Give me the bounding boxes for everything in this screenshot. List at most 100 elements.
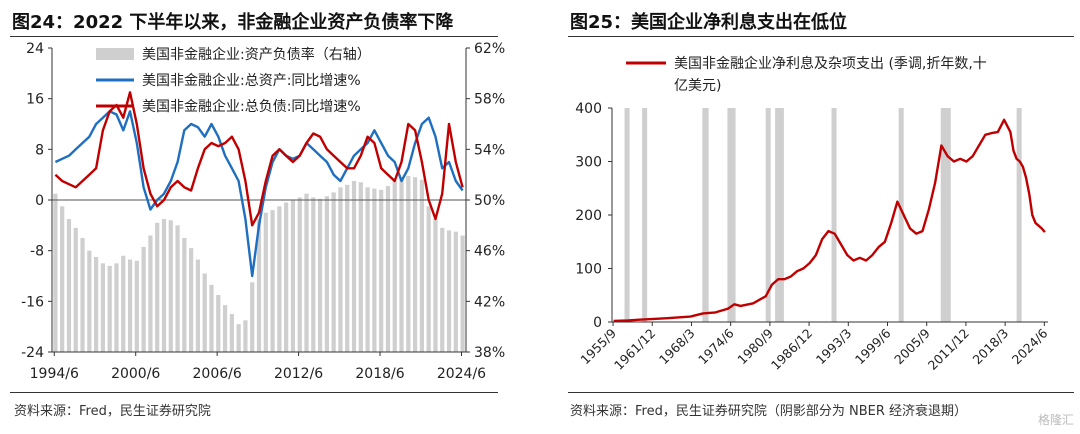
left-panel: 图24：2022 下半年以来，非金融企业资产负债率下降 -24 -16 -8 0 8 16… — [10, 12, 505, 419]
bar-leverage-ratio — [338, 187, 343, 352]
bar-leverage-ratio — [202, 273, 207, 352]
y-right-tick-label: 38% — [474, 345, 505, 361]
y-left-tick-label: -24 — [21, 345, 44, 361]
bar-leverage-ratio — [379, 189, 384, 352]
bar-leverage-ratio — [53, 193, 58, 352]
bar-leverage-ratio — [148, 235, 153, 352]
bar-leverage-ratio — [195, 259, 201, 352]
bar-leverage-ratio — [263, 212, 268, 352]
x-tick-label: 2024/6 — [1009, 325, 1051, 367]
bar-leverage-ratio — [222, 305, 228, 352]
bar-leverage-ratio — [229, 314, 234, 352]
bar-leverage-ratio — [358, 182, 363, 352]
bar-leverage-ratio — [182, 238, 187, 352]
bar-leverage-ratio — [324, 196, 329, 352]
recession-band — [1016, 108, 1022, 322]
y-left-tick-label: 8 — [35, 142, 44, 158]
bar-leverage-ratio — [317, 198, 323, 352]
bar-leverage-ratio — [345, 184, 350, 352]
y-right-tick-label: 54% — [474, 142, 505, 158]
right-panel: 图25：美国企业净利息支出在低位 0 100 200 300 400 1955/9 1961… — [540, 0, 1080, 434]
recession-band — [775, 108, 784, 322]
legend-label-liabilities: 美国非金融企业:总负债:同比增速% — [142, 98, 361, 115]
y-tick-label: 400 — [575, 101, 602, 117]
x-tick-label: 1961/12 — [611, 326, 658, 373]
y-left-tick-label: -16 — [21, 294, 44, 310]
bar-leverage-ratio — [297, 197, 302, 352]
legend-swatch-leverage — [96, 48, 134, 60]
bar-leverage-ratio — [460, 235, 465, 352]
bar-leverage-ratio — [331, 192, 336, 352]
bar-leverage-ratio — [440, 227, 445, 352]
x-tick-label: 2012/6 — [274, 366, 323, 382]
bar-leverage-ratio — [270, 210, 275, 352]
legend-label-assets: 美国非金融企业:总资产:同比增速% — [142, 72, 361, 89]
x-tick-label: 2006/6 — [193, 366, 242, 382]
right-source-rule — [568, 392, 1074, 393]
x-tick-label: 2018/6 — [355, 366, 404, 382]
recession-band — [702, 108, 709, 322]
bar-leverage-ratio — [453, 231, 458, 352]
y-tick-label: 100 — [575, 262, 602, 278]
bar-leverage-ratio — [87, 250, 92, 352]
bar-leverage-ratio — [66, 219, 72, 352]
bar-leverage-ratio — [107, 265, 112, 352]
bar-leverage-ratio — [399, 177, 404, 352]
bar-leverage-ratio — [155, 222, 160, 352]
series-line-total-liabilities — [54, 91, 464, 227]
recession-band — [898, 108, 904, 322]
bar-leverage-ratio — [168, 220, 173, 352]
y-left-tick-label: 16 — [26, 92, 44, 108]
left-title-rule — [10, 36, 498, 37]
bar-leverage-ratio — [100, 263, 106, 352]
x-tick-label: 1993/3 — [813, 326, 855, 368]
left-source-note: 资料来源：Fred，民生证券研究院 — [14, 404, 211, 419]
bar-leverage-ratio — [446, 230, 452, 352]
bar-leverage-ratio — [209, 284, 214, 352]
bar-leverage-ratio — [121, 255, 126, 352]
bar-leverage-ratio — [134, 260, 139, 352]
y-right-tick-label: 58% — [474, 92, 505, 108]
right-chart-title: 图25：美国企业净利息支出在低位 — [570, 12, 848, 33]
bar-leverage-ratio — [372, 188, 377, 352]
right-title-rule — [568, 36, 1074, 37]
x-tick-label: 1994/6 — [30, 366, 79, 382]
bar-leverage-ratio — [141, 246, 146, 352]
legend-label-net-interest: 美国非金融企业净利息及杂项支出 (季调,折年数,十亿美元) — [674, 55, 987, 94]
x-tick-label: 1986/12 — [768, 326, 815, 373]
x-tick-label: 2024/6 — [437, 366, 486, 382]
y-left-tick-label: -8 — [30, 244, 44, 260]
bar-leverage-ratio — [243, 320, 248, 352]
bar-leverage-ratio — [236, 324, 241, 352]
bar-leverage-ratio — [60, 206, 65, 352]
bar-leverage-ratio — [114, 263, 119, 352]
bar-leverage-ratio — [250, 282, 255, 352]
x-tick-label: 2018/3 — [970, 326, 1012, 368]
bar-leverage-ratio — [290, 200, 296, 352]
bar-leverage-ratio — [351, 181, 357, 352]
y-right-tick-label: 42% — [474, 294, 505, 310]
left-chart: -24 -16 -8 0 8 16 24 38% 42% 46% 50% 54% 58% 62% 1994/… — [21, 41, 505, 382]
recession-band — [765, 108, 771, 322]
right-chart: 01002003004001955/91961/121968/31974/619… — [575, 55, 1051, 373]
y-left-tick-label: 24 — [26, 41, 44, 57]
y-right-tick-label: 62% — [474, 41, 505, 57]
x-tick-label: 1968/3 — [656, 326, 698, 368]
series-line-total-assets — [54, 110, 464, 278]
bar-leverage-ratio — [80, 238, 85, 352]
x-tick-label: 2000/6 — [111, 366, 160, 382]
left-source-rule — [10, 392, 498, 393]
bar-leverage-ratio — [73, 227, 78, 352]
y-right-tick-label: 50% — [474, 193, 505, 209]
x-tick-label: 1974/6 — [695, 325, 737, 367]
recession-band — [727, 108, 736, 322]
x-tick-label: 2011/12 — [925, 326, 972, 373]
right-source-note: 资料来源：Fred，民生证券研究院（阴影部分为 NBER 经济衰退期） — [570, 404, 967, 419]
y-tick-label: 0 — [593, 315, 602, 331]
bar-leverage-ratio — [412, 177, 418, 352]
y-tick-label: 200 — [575, 208, 602, 224]
recession-band — [831, 108, 837, 322]
bar-leverage-ratio — [175, 225, 180, 352]
x-tick-label: 1999/6 — [852, 325, 894, 367]
bar-leverage-ratio — [277, 206, 282, 352]
